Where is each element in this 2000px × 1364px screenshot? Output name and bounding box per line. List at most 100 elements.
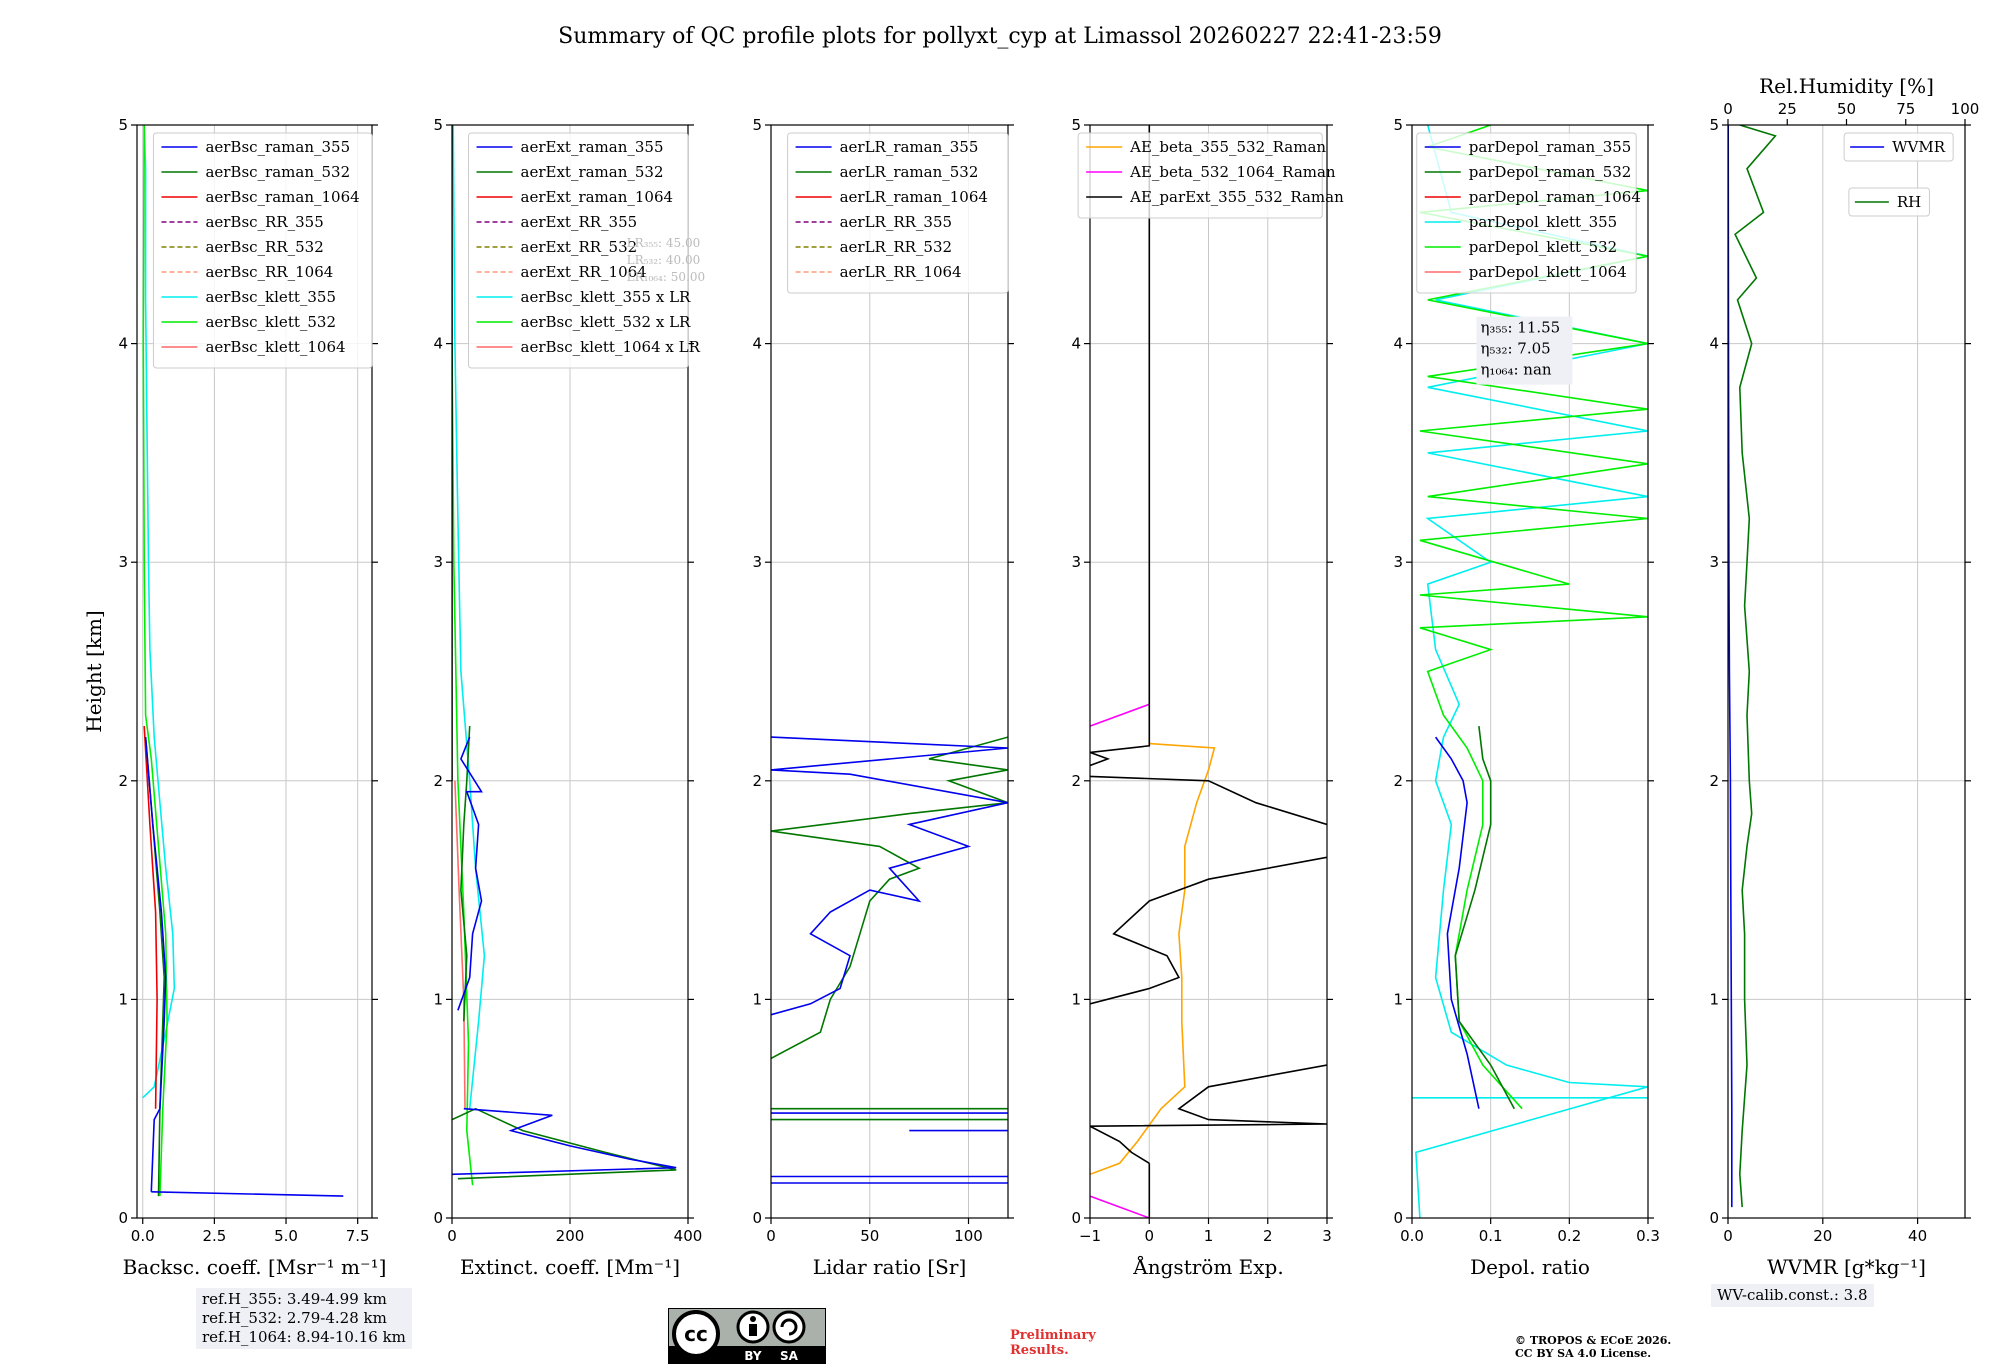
- ytick-label-bsc-3: 3: [118, 553, 128, 571]
- ytick-label-bsc-2: 2: [118, 772, 128, 790]
- series-ext-aerext-raman-355-upper: [457, 736, 483, 1011]
- ytick-label-ae-3: 3: [1071, 553, 1081, 571]
- ytick-label-lr-3: 3: [752, 553, 762, 571]
- axes-frame-bsc: [136, 124, 373, 1219]
- legend-label-depol-0: parDepol_raman_355: [1469, 138, 1632, 156]
- xtick-label-wv-1: 20: [1813, 1227, 1832, 1245]
- lr-value-label-1: LR₅₃₂: 40.00: [627, 253, 701, 267]
- ytick-label-ext-4: 4: [433, 335, 443, 353]
- eta-annotation-0: η₃₅₅: 11.55: [1480, 319, 1560, 337]
- xtick-label-bsc-3: 7.5: [346, 1227, 370, 1245]
- series-ae-ae-beta-355-532-raman: [1090, 742, 1216, 1176]
- ytick-label-depol-0: 0: [1393, 1209, 1403, 1227]
- lr-value-label-2: LR₁₀₆₄: 50.00: [627, 270, 705, 284]
- ytick-label-ae-0: 0: [1071, 1209, 1081, 1227]
- top-xtick-label-1: 25: [1778, 100, 1797, 118]
- series-ext-klett-355-x-lr: [452, 125, 486, 1109]
- xtick-label-bsc-2: 5.0: [274, 1227, 298, 1245]
- legend-label-depol-1: parDepol_raman_532: [1469, 163, 1632, 181]
- cc-logo-text: cc: [684, 1322, 708, 1346]
- legend-label-ext-2: aerExt_raman_1064: [521, 188, 674, 206]
- series-lr-aerlr-raman-532: [771, 736, 1008, 1060]
- ytick-label-depol-3: 3: [1393, 553, 1403, 571]
- legend-label-ae-1: AE_beta_532_1064_Raman: [1129, 163, 1336, 181]
- legend-label-bsc-2: aerBsc_raman_1064: [205, 188, 359, 206]
- legend-box-ext: [468, 132, 689, 369]
- legend-label-lr-5: aerLR_RR_1064: [840, 263, 962, 281]
- top-xlabel-wv: Rel.Humidity [%]: [1759, 74, 1934, 98]
- ytick-label-depol-1: 1: [1393, 990, 1403, 1008]
- top-xtick-label-3: 75: [1896, 100, 1915, 118]
- ytick-label-bsc-1: 1: [118, 990, 128, 1008]
- panel-bsc: [131, 124, 378, 1224]
- xlabel-depol: Depol. ratio: [1470, 1255, 1590, 1279]
- by-label: BY: [744, 1349, 761, 1363]
- ytick-label-wv-0: 0: [1709, 1209, 1719, 1227]
- series-lr-aerlr-raman-355: [771, 736, 1008, 1016]
- legend-box-lr: [787, 132, 1009, 294]
- figure-title: Summary of QC profile plots for pollyxt_…: [558, 24, 1442, 49]
- legend-box-wv-1: [1848, 187, 1930, 217]
- xtick-label-lr-1: 50: [860, 1227, 879, 1245]
- series-ae-ae-parext-355-532-raman-mid: [1090, 856, 1327, 1005]
- legend-label-depol-3: parDepol_klett_355: [1469, 213, 1618, 231]
- legend-box-bsc: [152, 132, 373, 369]
- legend-label-bsc-3: aerBsc_RR_355: [205, 213, 323, 231]
- series-bsc-aerbsc-raman-355-spike: [151, 1191, 344, 1197]
- ytick-label-wv-2: 2: [1709, 772, 1719, 790]
- legend-label-ae-2: AE_parExt_355_532_Raman: [1129, 188, 1344, 206]
- xtick-label-ae-3: 2: [1263, 1227, 1273, 1245]
- panel-ae: [1077, 124, 1333, 1224]
- axes-frame-lr: [770, 124, 1009, 1219]
- legend-label-lr-4: aerLR_RR_532: [840, 238, 952, 256]
- legend-label-lr-3: aerLR_RR_355: [840, 213, 952, 231]
- axes-frame-wv: [1727, 124, 1966, 1219]
- series-depol-pardepol-raman-532: [1454, 726, 1516, 1110]
- wv-calib-const: WV-calib.const.: 3.8: [1717, 1286, 1868, 1304]
- preliminary-line-2: Results.: [1010, 1343, 1069, 1358]
- xtick-label-ae-0: −1: [1079, 1227, 1101, 1245]
- ylabel-bsc: Height [km]: [82, 610, 106, 732]
- xlabel-ext: Extinct. coeff. [Mm⁻¹]: [460, 1255, 680, 1279]
- ytick-label-ext-2: 2: [433, 772, 443, 790]
- ytick-label-wv-4: 4: [1709, 335, 1719, 353]
- series-ext-aerext-raman-532: [452, 1107, 677, 1180]
- share-alike-icon: [772, 1310, 806, 1344]
- series-ext-aerext-raman-355: [452, 1107, 677, 1176]
- xtick-label-ext-2: 400: [674, 1227, 703, 1245]
- ytick-label-ae-5: 5: [1071, 116, 1081, 134]
- legend-label-ext-8: aerBsc_klett_1064 x LR: [521, 338, 701, 356]
- legend-label-ae-0: AE_beta_355_532_Raman: [1129, 138, 1326, 156]
- series-ae-ae-beta-532-1064-raman: [1090, 1195, 1150, 1218]
- ytick-label-ae-1: 1: [1071, 990, 1081, 1008]
- series-ext-klett-532-x-lr: [452, 343, 474, 1186]
- series-ae-ae-parext-355-532-raman-up: [1090, 775, 1327, 826]
- ytick-label-lr-5: 5: [752, 116, 762, 134]
- xtick-label-depol-1: 0.1: [1479, 1227, 1503, 1245]
- legend-label-ext-4: aerExt_RR_532: [521, 238, 638, 256]
- xlabel-ae: Ångström Exp.: [1132, 1254, 1283, 1279]
- top-xtick-label-2: 50: [1837, 100, 1856, 118]
- ytick-label-bsc-5: 5: [118, 116, 128, 134]
- ref-h-1064: ref.H_1064: 8.94-10.16 km: [202, 1328, 406, 1346]
- xtick-label-wv-2: 40: [1908, 1227, 1927, 1245]
- xtick-label-ext-1: 200: [556, 1227, 585, 1245]
- cc-by-sa-badge: cc BY SA: [668, 1308, 826, 1364]
- legend-label-ext-6: aerBsc_klett_355 x LR: [521, 288, 692, 306]
- legend-label-depol-4: parDepol_klett_532: [1469, 238, 1618, 256]
- legend-label-ext-1: aerExt_raman_532: [521, 163, 664, 181]
- legend-label-ext-3: aerExt_RR_355: [521, 213, 638, 231]
- ytick-label-depol-4: 4: [1393, 335, 1403, 353]
- wv-calib-box: WV-calib.const.: 3.8: [1711, 1284, 1874, 1307]
- legend-label-lr-2: aerLR_raman_1064: [840, 188, 988, 206]
- ytick-label-ext-5: 5: [433, 116, 443, 134]
- legend-label-bsc-5: aerBsc_RR_1064: [205, 263, 333, 281]
- legend-label-lr-1: aerLR_raman_532: [840, 163, 979, 181]
- ytick-label-wv-5: 5: [1709, 116, 1719, 134]
- panel-wv: [1722, 119, 1971, 1224]
- ref-h-355: ref.H_355: 3.49-4.99 km: [202, 1290, 387, 1308]
- ytick-label-lr-1: 1: [752, 990, 762, 1008]
- legend-box-wv-0: [1843, 132, 1954, 162]
- xtick-label-lr-2: 100: [954, 1227, 983, 1245]
- legend-label-ext-7: aerBsc_klett_532 x LR: [521, 313, 692, 331]
